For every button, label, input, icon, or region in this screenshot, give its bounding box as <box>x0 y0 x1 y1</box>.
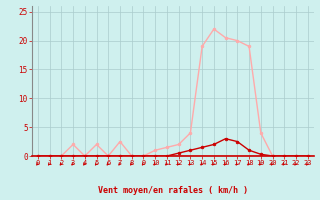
X-axis label: Vent moyen/en rafales ( km/h ): Vent moyen/en rafales ( km/h ) <box>98 186 248 195</box>
